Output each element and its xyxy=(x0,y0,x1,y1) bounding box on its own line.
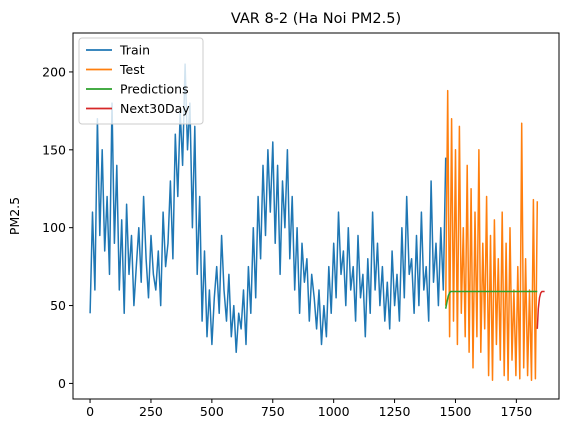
x-axis: 0 250 500 750 1000 1250 1500 1750 xyxy=(86,399,532,419)
y-axis-label: PM2.5 xyxy=(7,197,22,235)
chart-title: VAR 8-2 (Ha Noi PM2.5) xyxy=(231,11,401,27)
x-tick-label: 250 xyxy=(139,404,163,419)
series-line-test xyxy=(444,89,539,382)
y-tick-label: 100 xyxy=(42,220,66,235)
y-tick-label: 150 xyxy=(42,142,66,157)
x-tick-label: 1250 xyxy=(379,404,411,419)
axes-frame xyxy=(72,32,560,400)
plot-area xyxy=(89,63,545,382)
y-tick-label: 0 xyxy=(58,376,66,391)
x-tick-label: 500 xyxy=(200,404,224,419)
legend-label: Next30Day xyxy=(120,101,190,116)
x-tick-label: 1000 xyxy=(318,404,350,419)
x-tick-label: 1750 xyxy=(500,404,532,419)
series-line-predictions xyxy=(444,290,538,309)
legend: Train Test Predictions Next30Day xyxy=(78,37,204,125)
series-line-train xyxy=(89,63,447,354)
x-tick-label: 750 xyxy=(261,404,285,419)
y-axis: 0 50 100 150 200 xyxy=(42,64,73,391)
y-tick-label: 50 xyxy=(50,298,66,313)
series-line-next30day xyxy=(536,290,545,329)
x-tick-label: 0 xyxy=(86,404,94,419)
legend-box xyxy=(78,37,204,125)
y-tick-label: 200 xyxy=(42,64,66,79)
legend-label: Predictions xyxy=(120,82,189,97)
legend-label: Train xyxy=(119,43,150,58)
legend-label: Test xyxy=(119,62,145,77)
x-tick-label: 1500 xyxy=(440,404,472,419)
